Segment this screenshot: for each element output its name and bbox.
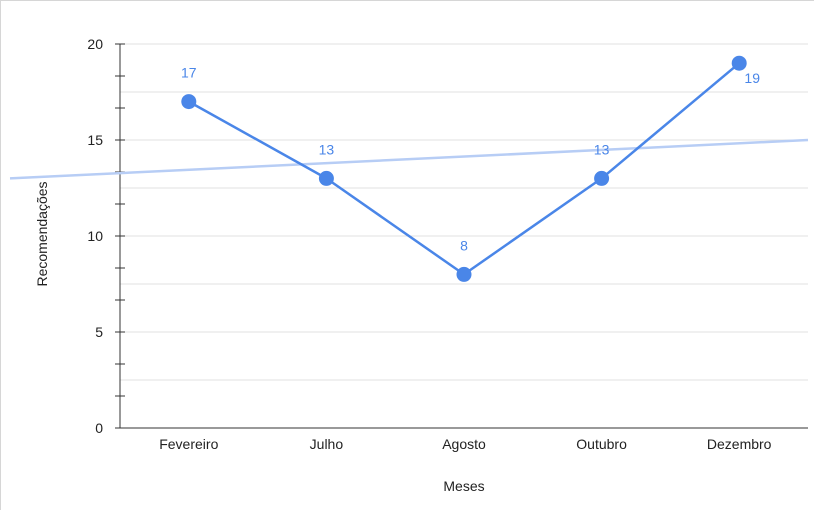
data-label: 19 xyxy=(744,70,760,86)
x-tick-label: Julho xyxy=(310,436,344,452)
y-axis: 0 5 10 15 20 xyxy=(87,36,125,436)
grid-lines xyxy=(120,43,808,381)
x-tick-label: Fevereiro xyxy=(159,436,218,452)
x-axis-title: Meses xyxy=(443,478,484,494)
y-tick-label: 10 xyxy=(87,228,103,244)
data-points xyxy=(181,55,747,282)
x-axis: Fevereiro Julho Agosto Outubro Dezembro xyxy=(120,427,808,452)
x-tick-label: Outubro xyxy=(576,436,627,452)
data-label: 13 xyxy=(319,141,335,157)
y-axis-title: Recomendações xyxy=(34,181,50,286)
data-label: 17 xyxy=(181,65,197,81)
y-tick-label: 15 xyxy=(87,132,103,148)
data-label: 13 xyxy=(594,141,610,157)
y-tick-label: 5 xyxy=(95,324,103,340)
trendline xyxy=(9,138,809,180)
data-point xyxy=(181,94,197,110)
y-tick-label: 0 xyxy=(95,420,103,436)
data-labels: 17 13 8 13 19 xyxy=(181,65,760,254)
x-tick-label: Dezembro xyxy=(707,436,772,452)
y-tick-label: 20 xyxy=(87,36,103,52)
x-tick-label: Agosto xyxy=(442,436,486,452)
data-point xyxy=(731,55,747,71)
data-label: 8 xyxy=(460,237,468,253)
data-point xyxy=(594,170,610,186)
data-point xyxy=(318,170,334,186)
data-point xyxy=(456,266,472,282)
